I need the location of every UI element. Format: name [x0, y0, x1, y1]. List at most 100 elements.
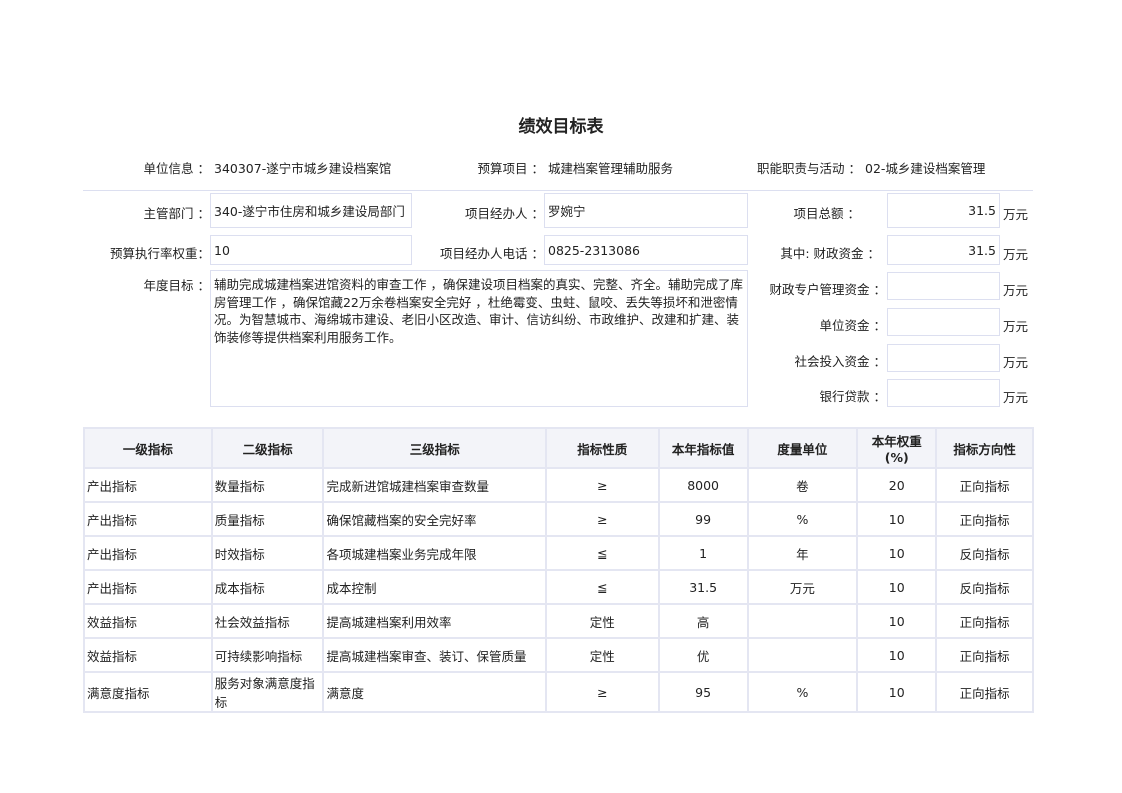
project-label: 预算项目 ：	[477, 161, 544, 176]
cell-level2: 成本指标	[210, 569, 325, 605]
dept-field: 340-遂宁市住房和城乡建设局部门	[210, 193, 412, 228]
project-value: 城建档案管理辅助服务	[548, 161, 674, 176]
unit-label: 单位信息 ：	[143, 161, 210, 176]
cell-nature: ≥	[544, 501, 660, 537]
goal-value: 辅助完成城建档案进馆资料的审查工作 ，确保建设项目档案的真实、完整、齐全。辅助完…	[214, 277, 743, 345]
cell-level1: 满意度指标	[83, 671, 213, 713]
weight-field: 10	[210, 235, 412, 265]
cell-nature: ≥	[544, 467, 660, 503]
cell-unit: %	[746, 671, 859, 713]
unit-value: 340307-遂宁市城乡建设档案馆	[214, 161, 392, 176]
manager-value: 罗婉宁	[548, 204, 586, 219]
cell-level2: 数量指标	[210, 467, 325, 503]
fiscal-field: 31.5	[887, 235, 1000, 265]
loan-label: 银行贷款 ：	[819, 389, 886, 404]
phone-label: 项目经办人电话 ：	[440, 246, 544, 261]
weight-label: 预算执行率权重：	[109, 246, 210, 261]
fiscal-value: 31.5	[968, 242, 996, 258]
own-label: 单位资金 ：	[819, 318, 886, 333]
cell-unit: 卷	[746, 467, 859, 503]
goal-field: 辅助完成城建档案进馆资料的审查工作 ，确保建设项目档案的真实、完整、齐全。辅助完…	[210, 270, 748, 407]
total-unit: 万元	[1003, 207, 1029, 222]
table-row: 产出指标 时效指标 各项城建档案业务完成年限 ≦ 1 年 10 反向指标	[83, 535, 1034, 571]
cell-level1: 效益指标	[83, 603, 213, 639]
special-unit: 万元	[1003, 283, 1029, 298]
special-field	[887, 272, 1000, 300]
cell-level2: 质量指标	[210, 501, 325, 537]
header-target-value: 本年指标值	[657, 427, 749, 469]
cell-level1: 产出指标	[83, 569, 213, 605]
cell-level3: 各项城建档案业务完成年限	[322, 535, 547, 571]
table-row: 产出指标 成本指标 成本控制 ≦ 31.5 万元 10 反向指标	[83, 569, 1034, 605]
page-title: 绩效目标表	[518, 117, 604, 137]
cell-nature: 定性	[544, 603, 660, 639]
cell-level2: 可持续影响指标	[210, 637, 325, 673]
fiscal-label: 其中: 财政资金 ：	[780, 246, 880, 261]
cell-weight: 10	[856, 637, 938, 673]
cell-level3: 成本控制	[322, 569, 547, 605]
cell-nature: 定性	[544, 637, 660, 673]
cell-weight: 10	[856, 535, 938, 571]
header-unit: 度量单位	[746, 427, 859, 469]
header-direction: 指标方向性	[935, 427, 1034, 469]
cell-direction: 正向指标	[935, 603, 1034, 639]
duty-label: 职能职责与活动 ：	[757, 161, 861, 176]
social-label: 社会投入资金 ：	[794, 354, 886, 369]
cell-level3: 提高城建档案利用效率	[322, 603, 547, 639]
special-label: 财政专户管理资金 ：	[769, 282, 886, 297]
cell-target-value: 8000	[657, 467, 749, 503]
cell-direction: 反向指标	[935, 535, 1034, 571]
table-row: 效益指标 可持续影响指标 提高城建档案审查、装订、保管质量 定性优 10 正向指标	[83, 637, 1034, 673]
duty-value: 02-城乡建设档案管理	[865, 161, 986, 176]
total-field: 31.5	[887, 193, 1000, 228]
indicator-table: 一级指标 二级指标 三级指标 指标性质 本年指标值 度量单位 本年权重(%) 指标方向性 产出…	[83, 427, 1034, 713]
cell-weight: 10	[856, 569, 938, 605]
cell-target-value: 高	[657, 603, 749, 639]
cell-weight: 20	[856, 467, 938, 503]
cell-level1: 产出指标	[83, 535, 213, 571]
cell-direction: 正向指标	[935, 501, 1034, 537]
cell-level1: 产出指标	[83, 501, 213, 537]
phone-field: 0825-2313086	[544, 235, 748, 265]
divider	[83, 190, 1033, 191]
loan-field	[887, 379, 1000, 407]
header-level3: 三级指标	[322, 427, 547, 469]
cell-level1: 效益指标	[83, 637, 213, 673]
own-field	[887, 308, 1000, 336]
goal-label: 年度目标 ：	[143, 278, 210, 293]
cell-target-value: 99	[657, 501, 749, 537]
cell-level1: 产出指标	[83, 467, 213, 503]
cell-direction: 正向指标	[935, 637, 1034, 673]
manager-field: 罗婉宁	[544, 193, 748, 228]
cell-target-value: 优	[657, 637, 749, 673]
cell-unit: 年	[746, 535, 859, 571]
social-unit: 万元	[1003, 355, 1029, 370]
cell-level3: 满意度	[322, 671, 547, 713]
table-row: 产出指标 质量指标 确保馆藏档案的安全完好率 ≥99% 10 正向指标	[83, 501, 1034, 537]
cell-level2: 社会效益指标	[210, 603, 325, 639]
table-row: 满意度指标 服务对象满意度指标 满意度 ≥95% 10 正向指标	[83, 671, 1034, 713]
cell-level2: 服务对象满意度指标	[210, 671, 325, 713]
cell-unit: %	[746, 501, 859, 537]
table-row: 效益指标 社会效益指标 提高城建档案利用效率 定性高 10 正向指标	[83, 603, 1034, 639]
cell-target-value: 31.5	[657, 569, 749, 605]
cell-unit: 万元	[746, 569, 859, 605]
total-label: 项目总额 ：	[793, 206, 860, 221]
loan-unit: 万元	[1003, 390, 1029, 405]
cell-direction: 正向指标	[935, 467, 1034, 503]
fiscal-unit: 万元	[1003, 247, 1029, 262]
cell-weight: 10	[856, 603, 938, 639]
cell-target-value: 1	[657, 535, 749, 571]
cell-level3: 确保馆藏档案的安全完好率	[322, 501, 547, 537]
header-level1: 一级指标	[83, 427, 213, 469]
cell-nature: ≥	[544, 671, 660, 713]
dept-value: 340-遂宁市住房和城乡建设局部门	[214, 204, 405, 219]
cell-unit	[746, 637, 859, 673]
dept-label: 主管部门 ：	[143, 206, 210, 221]
cell-unit	[746, 603, 859, 639]
cell-level3: 完成新进馆城建档案审查数量	[322, 467, 547, 503]
own-unit: 万元	[1003, 319, 1029, 334]
cell-direction: 反向指标	[935, 569, 1034, 605]
cell-weight: 10	[856, 501, 938, 537]
